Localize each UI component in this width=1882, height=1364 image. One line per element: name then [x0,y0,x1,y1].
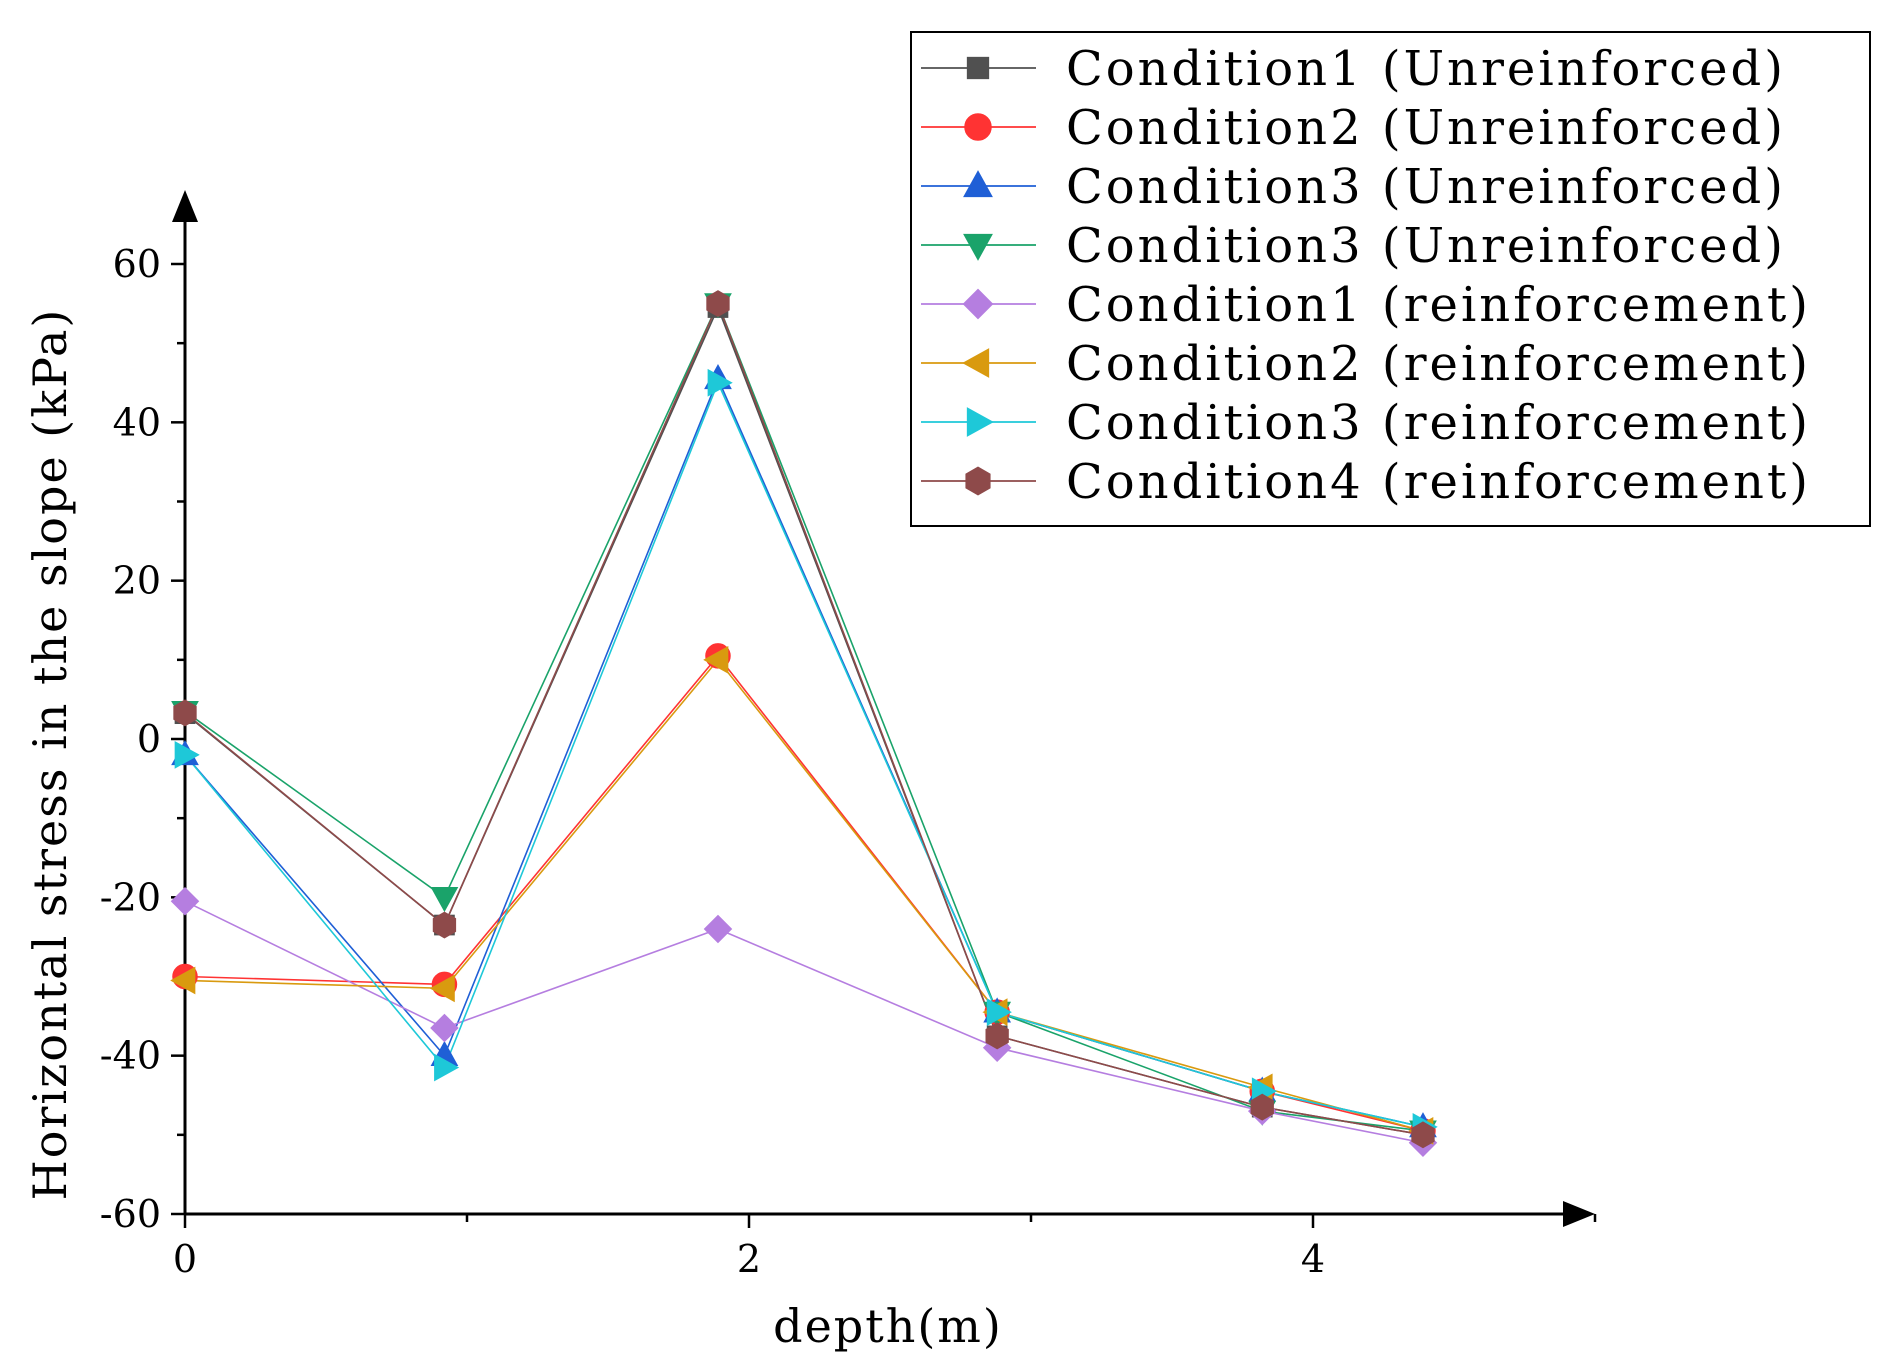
legend-7-label: Condition3 (reinforcement) [1066,395,1811,451]
y-tick-label: 20 [113,559,161,603]
x-axis-title: depth(m) [773,1299,1003,1353]
series-4-line [184,301,1424,1132]
tick-labels: -60 -40 -20 0 20 40 60 0 2 4 [100,242,1325,1281]
legend-4-marker [963,233,993,261]
series-markers [170,290,1438,1158]
series-5-point [430,1013,459,1043]
x-tick-label: 4 [1301,1237,1325,1281]
series-2-line [184,654,1424,1132]
y-tick-label: 0 [137,717,161,761]
series-8-line [184,301,1424,1136]
series-7-line [184,380,1424,1128]
legend-6-marker [962,348,990,378]
legend-8-label: Condition4 (reinforcement) [1066,454,1811,510]
series-8-point [706,290,730,318]
y-axis-title: Horizontal stress in the slope (kPa) [23,308,77,1201]
legend-3-marker [963,170,993,198]
x-tick-label: 2 [737,1237,761,1281]
legend: Condition1 (Unreinforced)Condition2 (Unr… [910,31,1871,527]
legend-box [910,31,1871,527]
series-7-point [434,1053,460,1082]
axis-ticks [171,262,1597,1228]
legend-1-label: Condition1 (Unreinforced) [1066,41,1786,97]
series-6-point [170,966,196,995]
legend-5-label: Condition1 (reinforcement) [1066,277,1811,333]
series-6-line [184,658,1424,1132]
y-axis-arrow [172,190,198,222]
series-5-point [703,914,733,944]
series-6-point [429,974,455,1003]
x-axis-arrow [1563,1201,1595,1227]
series-5-line [184,900,1424,1144]
x-tick-label: 0 [173,1237,197,1281]
series-8-point [1250,1093,1274,1121]
legend-2-marker [964,113,992,141]
y-tick-label: 60 [113,242,161,286]
series-4-point [430,886,459,913]
legend-5-marker [962,288,994,320]
legend-8-marker [965,466,991,496]
legend-2-label: Condition2 (Unreinforced) [1066,100,1786,156]
legend-4-label: Condition3 (Unreinforced) [1066,218,1786,274]
series-8-point [1411,1121,1435,1149]
series-8-point [985,1022,1009,1050]
series-lines [184,301,1424,1144]
series-5-point [170,887,200,916]
series-6-point [703,645,729,674]
series-8-point [173,699,197,727]
y-tick-label: -40 [100,1034,161,1078]
y-tick-label: 40 [113,400,161,444]
series-7-point [707,368,733,397]
series-8-point [432,911,457,939]
series-7-point [174,740,200,769]
legend-1-marker [966,56,990,80]
series-7-point [986,998,1012,1026]
legend-7-marker [966,407,994,437]
y-tick-label: -20 [100,875,161,919]
y-tick-label: -60 [100,1192,161,1236]
legend-6-label: Condition2 (reinforcement) [1066,336,1811,392]
legend-3-label: Condition3 (Unreinforced) [1066,159,1786,215]
